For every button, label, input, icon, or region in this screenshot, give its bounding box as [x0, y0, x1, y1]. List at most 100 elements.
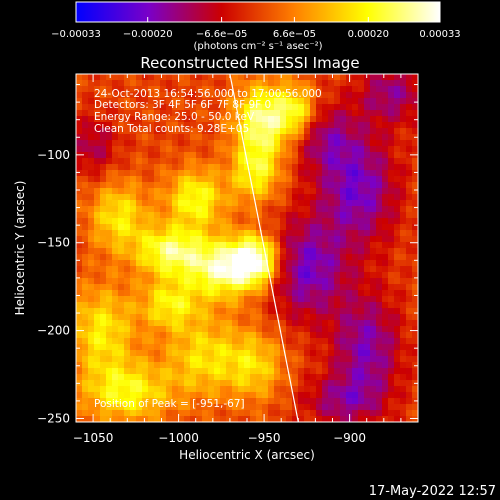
heatmap-cell: [268, 266, 275, 273]
heatmap-cell: [412, 158, 418, 165]
heatmap-cell: [406, 212, 413, 219]
heatmap-cell: [124, 326, 131, 333]
heatmap-cell: [202, 74, 209, 81]
heatmap-cell: [136, 218, 143, 225]
heatmap-cell: [160, 416, 167, 422]
heatmap-cell: [406, 158, 413, 165]
heatmap-cell: [244, 344, 251, 351]
heatmap-cell: [196, 182, 203, 189]
heatmap-cell: [118, 338, 125, 345]
heatmap-cell: [328, 134, 335, 141]
heatmap-cell: [358, 98, 365, 105]
heatmap-cell: [364, 344, 371, 351]
heatmap-cell: [118, 386, 125, 393]
heatmap-cell: [226, 176, 233, 183]
heatmap-cell: [190, 326, 197, 333]
heatmap-cell: [250, 296, 257, 303]
x-tick-label: −1000: [158, 431, 199, 445]
heatmap-cell: [280, 224, 287, 231]
heatmap-cell: [100, 404, 107, 411]
heatmap-cell: [76, 320, 83, 327]
heatmap-cell: [298, 128, 305, 135]
heatmap-cell: [214, 248, 221, 255]
heatmap-cell: [148, 236, 155, 243]
heatmap-cell: [136, 128, 143, 135]
heatmap-cell: [136, 344, 143, 351]
heatmap-cell: [406, 236, 413, 243]
x-tick-label: −950: [248, 431, 281, 445]
heatmap-cell: [412, 80, 418, 87]
heatmap-cell: [352, 158, 359, 165]
heatmap-cell: [274, 350, 281, 357]
heatmap-cell: [76, 266, 83, 273]
heatmap-cell: [340, 392, 347, 399]
heatmap-cell: [196, 296, 203, 303]
heatmap-cell: [142, 380, 149, 387]
heatmap-cell: [136, 410, 143, 417]
heatmap-cell: [358, 254, 365, 261]
heatmap-cell: [358, 368, 365, 375]
heatmap-cell: [118, 182, 125, 189]
heatmap-cell: [88, 218, 95, 225]
heatmap-cell: [292, 140, 299, 147]
heatmap-cell: [280, 266, 287, 273]
heatmap-cell: [208, 92, 215, 99]
heatmap-cell: [316, 326, 323, 333]
heatmap-cell: [394, 98, 401, 105]
heatmap-cell: [334, 278, 341, 285]
heatmap-cell: [148, 116, 155, 123]
y-tick-label: −100: [37, 148, 70, 162]
heatmap-cell: [352, 266, 359, 273]
heatmap-cell: [394, 260, 401, 267]
heatmap-cell: [298, 182, 305, 189]
heatmap-cell: [292, 104, 299, 111]
heatmap-cell: [400, 164, 407, 171]
heatmap-cell: [412, 290, 418, 297]
heatmap-cell: [232, 320, 239, 327]
heatmap-cell: [262, 194, 269, 201]
heatmap-cell: [82, 344, 89, 351]
heatmap-cell: [148, 224, 155, 231]
heatmap-cell: [178, 368, 185, 375]
heatmap-cell: [400, 272, 407, 279]
heatmap-cell: [154, 368, 161, 375]
heatmap-cell: [322, 404, 329, 411]
heatmap-cell: [88, 254, 95, 261]
y-tick-label: −200: [37, 324, 70, 338]
heatmap-cell: [112, 362, 119, 369]
heatmap-cell: [262, 110, 269, 117]
heatmap-cell: [136, 194, 143, 201]
heatmap-cell: [370, 206, 377, 213]
heatmap-cell: [220, 230, 227, 237]
heatmap-cell: [262, 380, 269, 387]
heatmap-cell: [160, 134, 167, 141]
heatmap-cell: [310, 320, 317, 327]
heatmap-cell: [328, 344, 335, 351]
heatmap-cell: [184, 152, 191, 159]
colorbar-units-label: (photons cm⁻² s⁻¹ asec⁻²): [193, 41, 322, 52]
heatmap-cell: [232, 272, 239, 279]
heatmap-cell: [322, 266, 329, 273]
heatmap-cell: [76, 86, 83, 93]
heatmap-cell: [160, 320, 167, 327]
heatmap-cell: [178, 332, 185, 339]
heatmap-cell: [238, 350, 245, 357]
heatmap-cell: [292, 182, 299, 189]
heatmap-cell: [88, 302, 95, 309]
heatmap-cell: [238, 224, 245, 231]
heatmap-cell: [196, 338, 203, 345]
heatmap-cell: [76, 344, 83, 351]
heatmap-cell: [136, 338, 143, 345]
heatmap-cell: [94, 266, 101, 273]
heatmap-cell: [244, 374, 251, 381]
heatmap-cell: [340, 92, 347, 99]
heatmap-cell: [334, 374, 341, 381]
heatmap-cell: [280, 230, 287, 237]
heatmap-cell: [370, 350, 377, 357]
heatmap-cell: [286, 86, 293, 93]
heatmap-cell: [154, 134, 161, 141]
heatmap-cell: [178, 158, 185, 165]
heatmap-cell: [118, 164, 125, 171]
heatmap-cell: [274, 254, 281, 261]
heatmap-cell: [274, 290, 281, 297]
